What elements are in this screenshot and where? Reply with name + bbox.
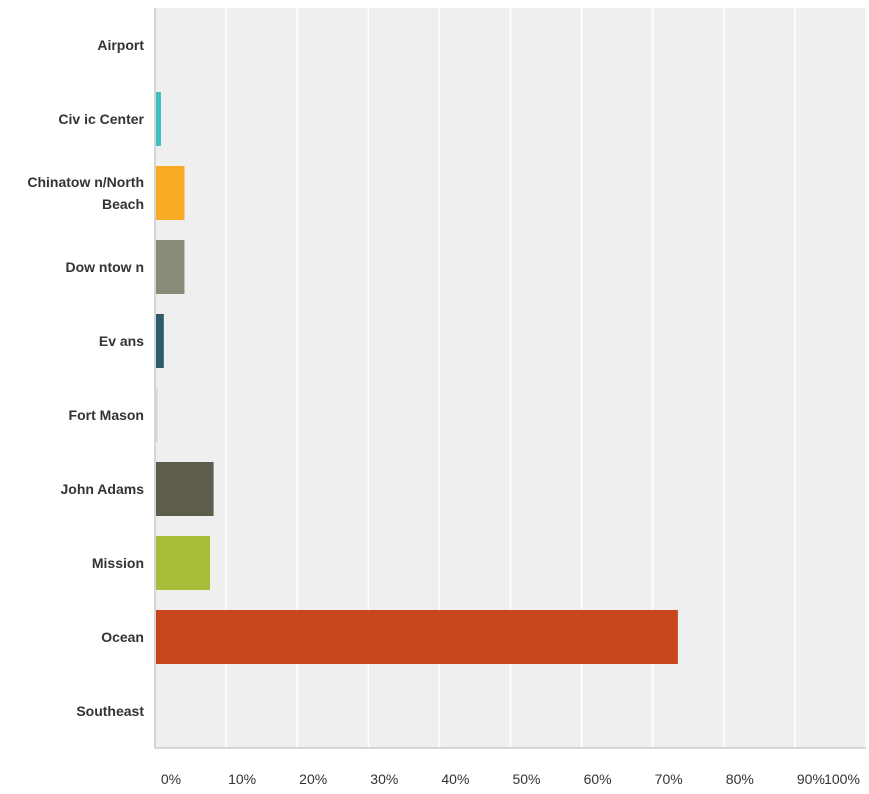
- bar-ocean: [156, 610, 678, 664]
- x-tick-label: 40%: [441, 771, 469, 787]
- category-label: Fort Mason: [69, 407, 144, 423]
- category-label: Southeast: [76, 703, 144, 719]
- category-label: Civ ic Center: [58, 111, 144, 127]
- category-label: Ev ans: [99, 333, 144, 349]
- bar-evans: [156, 314, 164, 368]
- category-label: Airport: [97, 37, 144, 53]
- category-label: Chinatow n/North: [27, 174, 144, 190]
- x-tick-label: 100%: [824, 771, 860, 787]
- x-tick-label: 60%: [584, 771, 612, 787]
- x-tick-label: 80%: [726, 771, 754, 787]
- category-label: Beach: [102, 196, 144, 212]
- bar-fort-mason: [156, 388, 158, 442]
- bar-mission: [156, 536, 211, 590]
- bars: [156, 92, 678, 664]
- bar-chinatown-north-beach: [156, 166, 185, 220]
- category-labels: Airport Civ ic Center Chinatow n/North Beac…: [27, 37, 144, 719]
- x-tick-label: 70%: [655, 771, 683, 787]
- category-label: Ocean: [101, 629, 144, 645]
- x-tick-labels: 0% 10% 20% 30% 40% 50% 60% 70% 80% 90% 100%: [161, 771, 860, 787]
- x-tick-label: 20%: [299, 771, 327, 787]
- x-tick-label: 30%: [370, 771, 398, 787]
- category-label: Mission: [92, 555, 144, 571]
- category-label: Dow ntow n: [65, 259, 144, 275]
- bar-downtown: [156, 240, 185, 294]
- x-tick-label: 10%: [228, 771, 256, 787]
- bar-civic-center: [156, 92, 161, 146]
- bar-john-adams: [156, 462, 214, 516]
- category-label: John Adams: [61, 481, 145, 497]
- x-tick-label: 0%: [161, 771, 181, 787]
- x-tick-label: 50%: [512, 771, 540, 787]
- x-tick-label: 90%: [797, 771, 825, 787]
